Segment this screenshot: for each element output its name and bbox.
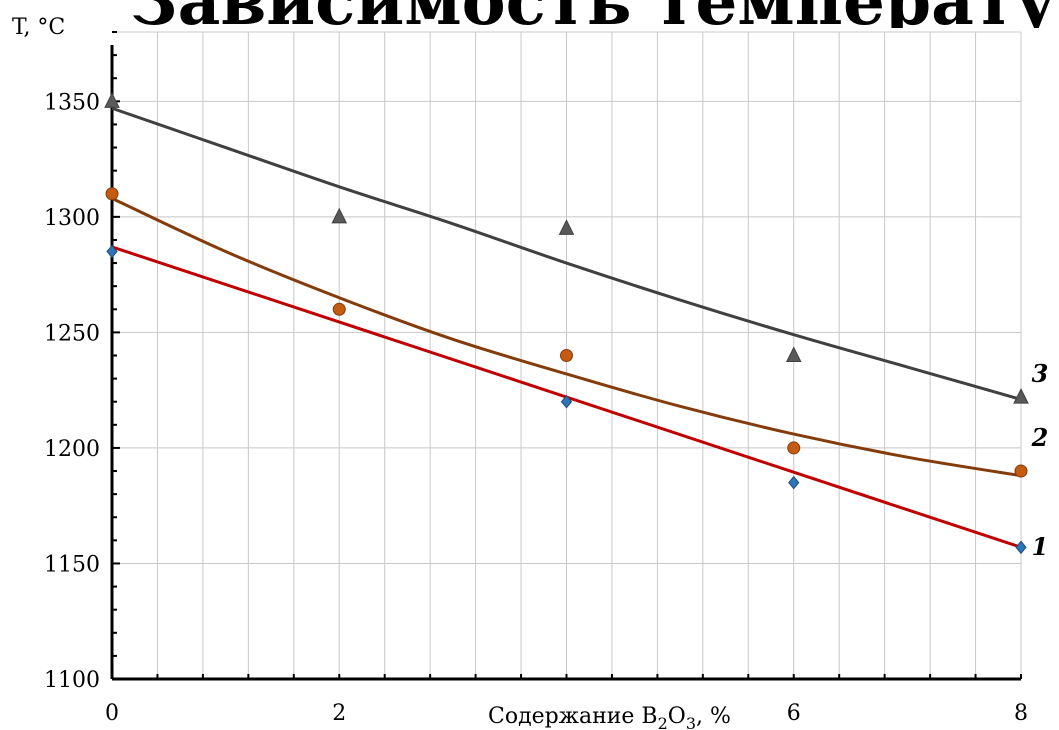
marker-series-3 — [1013, 387, 1029, 404]
x-axis-title-prefix: Содержание B — [488, 704, 658, 729]
x-tick-label: 8 — [1014, 701, 1028, 726]
y-tick-label: 1250 — [44, 321, 100, 346]
marker-series-3 — [331, 207, 348, 224]
x-tick-label: 2 — [332, 701, 346, 726]
x-axis-title-sub2: 3 — [686, 714, 696, 730]
curve-label-1: 1 — [1032, 532, 1049, 561]
curve-label-2: 2 — [1031, 423, 1049, 452]
y-tick-label: 1100 — [44, 668, 100, 693]
x-tick-label: 0 — [105, 701, 119, 726]
marker-series-1 — [106, 244, 118, 259]
marker-series-2 — [787, 441, 801, 455]
marker-series-2 — [105, 187, 119, 201]
curve-labels: 1 2 3 — [1031, 359, 1049, 561]
y-tick-label: 1300 — [44, 206, 100, 231]
marker-series-1 — [560, 394, 573, 409]
x-axis-title-suffix: , % — [696, 704, 731, 729]
tick-labels: 1100 1150 1200 1250 1300 1350 0 2 6 8 — [44, 90, 1028, 726]
marker-series-1 — [788, 475, 800, 490]
y-tick-label: 1350 — [44, 90, 100, 115]
marker-series-2 — [332, 302, 346, 316]
marker-series-2 — [560, 349, 573, 362]
y-tick-label: 1200 — [44, 437, 100, 462]
curve-label-3: 3 — [1032, 359, 1049, 388]
axes — [110, 31, 1022, 681]
fit-line-3 — [111, 106, 1022, 401]
x-tick-label: 6 — [787, 701, 801, 726]
marker-series-3 — [785, 346, 802, 362]
plot-background — [0, 28, 1059, 730]
data-markers — [104, 92, 1029, 555]
marker-series-3 — [558, 219, 575, 235]
x-axis-title-sub1: 2 — [658, 714, 668, 730]
x-axis-title-mid: O — [668, 704, 686, 729]
marker-series-3 — [104, 92, 120, 108]
marker-series-2 — [1014, 464, 1028, 478]
x-axis-title: Содержание B2O3, % — [488, 704, 731, 730]
y-tick-label: 1150 — [44, 552, 100, 577]
y-axis-title: T, °C — [12, 15, 65, 40]
fit-line-2 — [111, 197, 1022, 478]
marker-series-1 — [1015, 540, 1027, 555]
